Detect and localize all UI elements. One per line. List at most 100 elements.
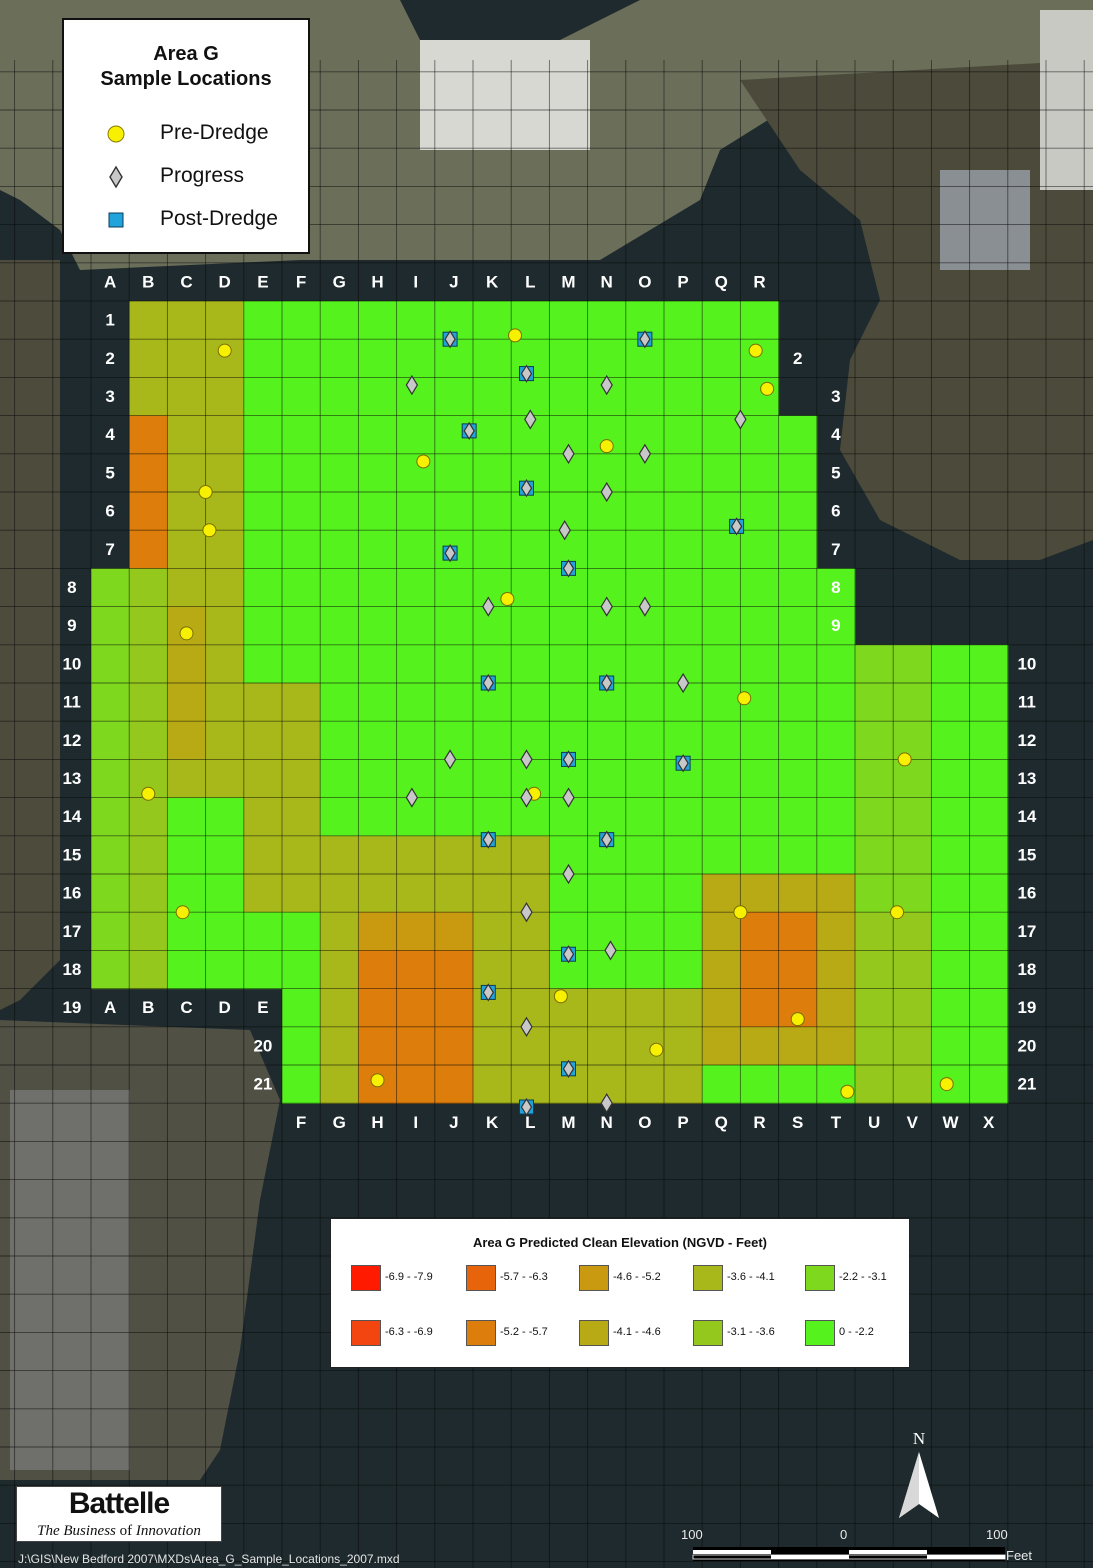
elevation-swatch [579,1320,609,1346]
progress-sample [604,940,617,961]
grid-cell [778,644,818,684]
grid-cell [931,988,971,1028]
grid-cell [893,1065,932,1104]
progress-sample [520,479,533,498]
column-label: P [677,1113,688,1132]
grid-labels: A B C D E F G H I J K L M N O P Q R A B C D E F G H I J K L M N O P Q R S T U V… [62,272,1036,1131]
grid-cell [893,988,932,1028]
column-label: E [257,272,268,291]
grid-cell [511,377,550,417]
grid-cell [129,492,168,531]
grid-cell [282,453,321,493]
legend-title-line2: Sample Locations [100,68,272,90]
grid-cell [282,301,321,340]
grid-cell [702,530,741,569]
pre-dredge-sample [179,626,194,641]
grid-cell [396,1026,436,1066]
grid-cell [243,950,283,990]
progress-sample [734,409,747,430]
grid-cell [778,1026,818,1066]
grid-cell [740,988,780,1028]
grid-cell [434,492,474,531]
grid-cell [664,530,703,569]
grid-cell [740,1026,780,1066]
grid-cell [434,683,474,722]
progress-sample [639,330,651,349]
grid-cell [167,415,207,455]
grid-cell [664,1065,703,1104]
grid-cell [778,874,818,913]
grid-cell [320,644,359,684]
row-label: 15 [1017,845,1036,864]
row-label: 14 [62,807,81,826]
column-label: D [219,998,231,1017]
grid-cell [129,339,168,378]
column-label: B [142,272,154,291]
grid-cell [473,950,512,990]
grid-cell [320,530,359,569]
column-label: A [104,272,116,291]
grid-cell [282,683,321,722]
grid-cell [473,874,512,913]
grid-cell [511,988,550,1028]
grid-cell [167,797,207,837]
grid-cell [358,835,398,875]
grid-cell [167,835,207,875]
grid-cell [778,912,818,951]
sample-locations-legend: Area G Sample Locations Pre-Dredge Progr… [62,18,310,254]
grid-cell [816,912,856,951]
grid-cell [243,568,283,608]
grid-cell [778,797,818,837]
progress-sample [562,750,575,769]
grid-cell [702,415,741,455]
scale-label-zero: 0 [840,1527,848,1542]
grid-cell [243,377,283,417]
grid-cell [778,950,818,990]
row-label: 8 [831,578,840,597]
grid-cell [358,606,398,646]
pre-dredge-sample [649,1042,664,1057]
grid-cell [243,721,283,760]
grid-cell [243,683,283,722]
grid-cell [587,1026,627,1066]
column-label: E [257,998,268,1017]
grid-cell [243,874,283,913]
column-label: Q [715,272,728,291]
legend-title-line1: Area G [153,43,219,65]
grid-cell [702,874,741,913]
grid-cell [625,492,665,531]
row-label: 12 [62,731,81,750]
progress-sample [520,902,533,923]
grid-cell [434,912,474,951]
grid-cell [587,530,627,569]
grid-cell [434,759,474,799]
progress-sample [558,520,571,541]
grid-cell [396,759,436,799]
grid-cell [282,950,321,990]
progress-sample [482,830,494,849]
grid-cell [969,912,1009,951]
pre-dredge-sample [175,905,190,920]
grid-cell [893,797,932,837]
grid-cell [625,988,665,1028]
progress-sample [482,596,495,617]
grid-cell [816,1026,856,1066]
grid-cell [587,339,627,378]
row-label: 18 [1017,960,1036,979]
grid-cell [816,797,856,837]
grid-cell [396,721,436,760]
elevation-swatch [351,1265,381,1291]
progress-sample [405,374,419,396]
elevation-swatch [805,1320,835,1346]
row-label: 19 [1017,998,1036,1017]
grid-cell [664,874,703,913]
column-label: F [296,1113,306,1132]
grid-cell [434,377,474,417]
grid-cell [816,644,856,684]
grid-cell [587,759,627,799]
elevation-class-label: -5.2 - -5.7 [500,1326,548,1338]
grid-cell [855,912,894,951]
grid-cell [434,453,474,493]
column-label: X [983,1113,995,1132]
scale-label-left: 100 [681,1527,703,1542]
